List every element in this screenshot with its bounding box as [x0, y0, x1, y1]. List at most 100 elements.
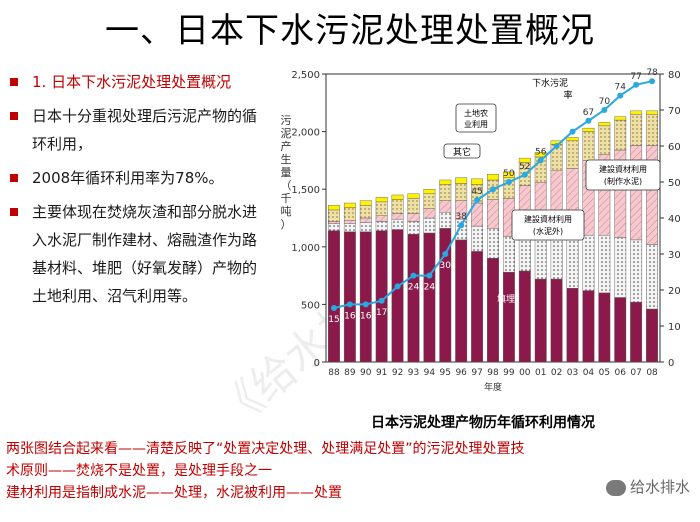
- bar-segment-other: [391, 194, 404, 200]
- rate-label: 50: [503, 169, 515, 179]
- bar-segment-other: [502, 171, 515, 178]
- bar-segment-landfill: [455, 239, 468, 363]
- bar-segment-other: [630, 110, 643, 115]
- bar-segment-build: [359, 217, 372, 223]
- bar-segment-landfill: [343, 231, 356, 363]
- bullet-text: 1. 日本下水污泥处理处置概况: [32, 73, 232, 91]
- rate-point: [362, 301, 369, 308]
- bar-segment-land: [343, 207, 356, 221]
- wechat-badge: 给水排水: [605, 476, 690, 497]
- bar-segment-cement: [582, 235, 595, 291]
- bar-segment-build: [439, 200, 452, 213]
- bar-segment-other: [598, 122, 611, 127]
- bar-segment-cement: [328, 223, 340, 231]
- bar-segment-land: [407, 198, 420, 214]
- callout-build: (制作水泥): [604, 176, 642, 186]
- bar-segment-landfill: [598, 292, 611, 363]
- rate-label: 16: [344, 311, 356, 321]
- bar-segment-build: [328, 221, 340, 224]
- x-tick-label: 07: [630, 368, 641, 378]
- x-tick-label: 05: [599, 368, 610, 378]
- x-tick-label: 02: [551, 368, 562, 378]
- y-axis-title-char: 千: [281, 192, 292, 205]
- rate-label: 78: [646, 68, 658, 78]
- x-tick-label: 06: [615, 368, 627, 378]
- bar-segment-landfill: [630, 301, 643, 363]
- wechat-label: 给水排水: [629, 478, 690, 496]
- rate-point: [442, 251, 449, 257]
- y2-tick-label: 0: [668, 358, 674, 369]
- rate-point: [474, 197, 481, 203]
- y2-tick-label: 70: [668, 106, 681, 117]
- bar-segment-landfill: [534, 278, 547, 363]
- y-axis-title-char: ）: [281, 218, 292, 231]
- bar-segment-other: [471, 178, 484, 185]
- y-axis-title-char: 生: [281, 152, 292, 166]
- y-tick-label: 2,500: [291, 70, 320, 81]
- bar-segment-other: [328, 205, 340, 211]
- bar-segment-landfill: [550, 278, 563, 363]
- bar-segment-land: [328, 209, 340, 222]
- rate-point: [330, 305, 337, 311]
- y-tick-label: 1,500: [291, 185, 320, 196]
- rate-point: [490, 186, 496, 193]
- x-tick-label: 97: [471, 368, 482, 378]
- bullet-marker: [10, 78, 18, 86]
- bullet-item: 日本十分重视处理后污泥产物的循环利用，: [6, 102, 264, 158]
- bar-segment-landfill: [423, 232, 436, 363]
- bar-segment-other: [566, 137, 579, 142]
- bar-segment-build: [375, 215, 388, 222]
- bar-segment-other: [407, 193, 420, 199]
- y-axis-title-char: 泥: [281, 127, 292, 140]
- bar-segment-cement: [502, 236, 515, 273]
- bar-segment-land: [439, 184, 452, 201]
- summary-line: 两张图结合起来看——清楚反映了“处置决定处理、处理满足处置”的污泥处理处置技: [6, 441, 525, 457]
- rate-label: 70: [599, 97, 611, 107]
- bar-segment-land: [598, 125, 611, 155]
- bar-segment-landfill: [646, 308, 658, 363]
- callout-land: 业利用: [464, 119, 488, 129]
- x-tick-label: 08: [646, 368, 658, 378]
- chart-caption: 日本污泥处理产物历年循环利用情况: [371, 415, 595, 431]
- rate-label: 52: [519, 162, 530, 172]
- x-tick-label: 91: [376, 368, 387, 378]
- bullet-item: 2008年循环利用率为78%。: [6, 164, 264, 192]
- rate-point: [601, 107, 608, 113]
- callout-rate: 率: [563, 89, 572, 101]
- x-tick-label: 96: [455, 368, 467, 378]
- bar-segment-landfill: [407, 233, 420, 363]
- summary-line: 建材利用是指制成水泥——处理，水泥被利用——处置: [6, 485, 342, 501]
- bullet-marker: [10, 174, 18, 182]
- bar-segment-landfill: [582, 290, 595, 363]
- wechat-icon: [605, 479, 626, 496]
- callout-box: [585, 159, 661, 191]
- bullet-list: 1. 日本下水污泥处理处置概况 日本十分重视处理后污泥产物的循环利用， 2008…: [6, 68, 264, 316]
- bar-segment-land: [375, 201, 388, 216]
- bar-segment-cement: [407, 221, 420, 235]
- bar-segment-other: [487, 174, 499, 181]
- bar-segment-land: [423, 193, 436, 209]
- rate-point: [617, 92, 624, 99]
- bar-segment-cement: [423, 217, 436, 234]
- y-tick-label: 0: [314, 358, 320, 369]
- bar-segment-land: [646, 114, 658, 146]
- callout-build: 建設資材利用: [599, 164, 647, 174]
- y-axis-title-char: 吨: [281, 205, 292, 218]
- rate-label: 45: [471, 187, 482, 197]
- bar-segment-land: [630, 114, 643, 146]
- y2-tick-label: 60: [668, 142, 681, 153]
- rate-label: 77: [630, 72, 641, 82]
- x-tick-label: 01: [535, 368, 546, 378]
- summary-text: 两张图结合起来看——清楚反映了“处置决定处理、处理满足处置”的污泥处理处置技 术…: [6, 438, 566, 504]
- x-tick-label: 03: [567, 368, 578, 378]
- bar-segment-other: [455, 177, 468, 184]
- bar-segment-landfill: [614, 297, 627, 363]
- bar-segment-land: [391, 199, 404, 214]
- x-axis-title: 年度: [484, 381, 502, 393]
- rate-point: [346, 301, 353, 308]
- bar-segment-cement: [614, 237, 627, 298]
- x-tick-label: 88: [328, 368, 340, 378]
- rate-label: 17: [376, 308, 387, 318]
- bullet-item: 1. 日本下水污泥处理处置概况: [6, 68, 264, 96]
- bar-segment-cement: [598, 235, 611, 294]
